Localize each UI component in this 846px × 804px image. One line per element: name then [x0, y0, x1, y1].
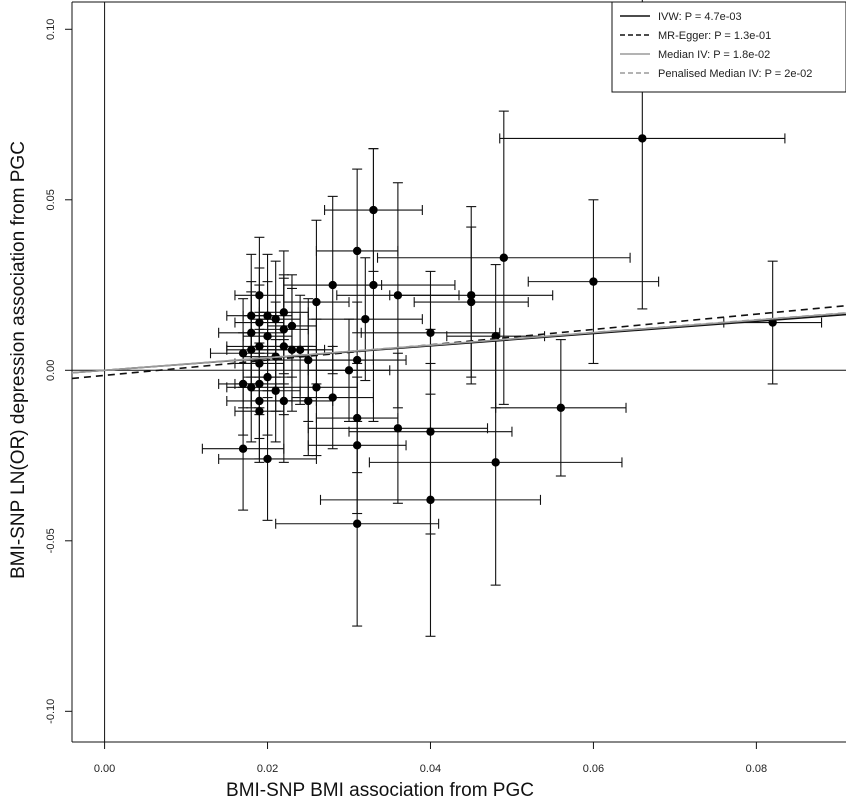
legend-box	[611, 1, 846, 93]
data-point	[589, 277, 598, 286]
y-tick-label: 0.00	[45, 360, 57, 381]
data-point	[247, 311, 256, 320]
data-point	[255, 318, 264, 327]
data-point	[344, 366, 354, 375]
data-point	[312, 297, 321, 307]
error-bars	[201, 0, 823, 637]
data-point	[279, 325, 289, 334]
y-axis-title: BMI-SNP LN(OR) depression association fr…	[8, 141, 29, 579]
data-point	[352, 519, 362, 528]
data-point	[247, 328, 256, 337]
data-point	[426, 328, 435, 337]
legend-label: Penalised Median IV: P = 2e-02	[658, 68, 812, 80]
axes: 0.00 0.02 0.04 0.06 0.08 -0.10 -0.05 0.00 0.05 0.…	[45, 1, 846, 775]
data-point	[279, 308, 289, 317]
legend: IVW: P = 4.7e-03 MR-Egger: P = 1.3e-01 Med…	[611, 1, 846, 93]
data-point	[304, 355, 313, 365]
data-point	[312, 383, 321, 392]
y-tick-label: 0.05	[45, 189, 57, 210]
data-point	[263, 372, 272, 382]
x-tick-label: 0.02	[257, 763, 278, 775]
data-point	[255, 407, 264, 416]
y-tick-label: -0.10	[45, 699, 57, 724]
x-axis-title: BMI-SNP BMI association from PGC	[226, 780, 534, 801]
data-point	[255, 291, 264, 300]
legend-label: MR-Egger: P = 1.3e-01	[658, 30, 771, 42]
data-point	[263, 331, 272, 341]
data-point	[352, 246, 362, 256]
data-point	[247, 345, 256, 355]
data-point	[271, 314, 280, 324]
fit-line	[71, 312, 846, 374]
data-point	[247, 383, 256, 392]
x-tick-label: 0.04	[420, 763, 441, 775]
y-tick-label: 0.10	[45, 19, 57, 40]
data-point	[352, 413, 362, 423]
data-point	[263, 311, 272, 320]
data-point	[279, 342, 289, 351]
data-point	[499, 253, 509, 262]
data-point	[361, 314, 370, 324]
data-point	[328, 393, 337, 402]
data-point	[238, 349, 248, 358]
data-point	[271, 386, 280, 395]
data-point	[255, 396, 264, 406]
x-tick-label: 0.06	[583, 763, 604, 775]
data-point	[328, 280, 337, 290]
data-point	[369, 280, 378, 290]
data-point	[369, 205, 378, 215]
fit-lines	[71, 304, 846, 380]
data-point	[238, 379, 248, 389]
data-point	[352, 441, 362, 450]
data-point	[279, 396, 289, 406]
data-point	[467, 297, 476, 307]
data-point	[287, 345, 297, 355]
x-tick-label: 0.08	[746, 763, 767, 775]
data-point	[393, 291, 403, 300]
data-point	[638, 134, 647, 143]
y-tick-label: -0.05	[45, 528, 57, 553]
x-tick-label: 0.00	[94, 763, 115, 775]
data-point	[295, 345, 305, 355]
data-point	[426, 495, 435, 505]
data-point	[255, 342, 264, 351]
data-point	[287, 321, 297, 331]
data-point	[352, 355, 362, 365]
data-points	[238, 134, 777, 528]
legend-label: IVW: P = 4.7e-03	[658, 11, 742, 23]
data-point	[491, 458, 500, 467]
data-point	[263, 454, 272, 464]
data-point	[556, 403, 566, 413]
data-point	[255, 379, 264, 389]
data-point	[426, 427, 435, 436]
data-point	[393, 424, 403, 433]
data-point	[238, 444, 248, 453]
legend-label: Median IV: P = 1.8e-02	[658, 49, 770, 61]
data-point	[304, 396, 313, 406]
data-point	[467, 291, 476, 300]
